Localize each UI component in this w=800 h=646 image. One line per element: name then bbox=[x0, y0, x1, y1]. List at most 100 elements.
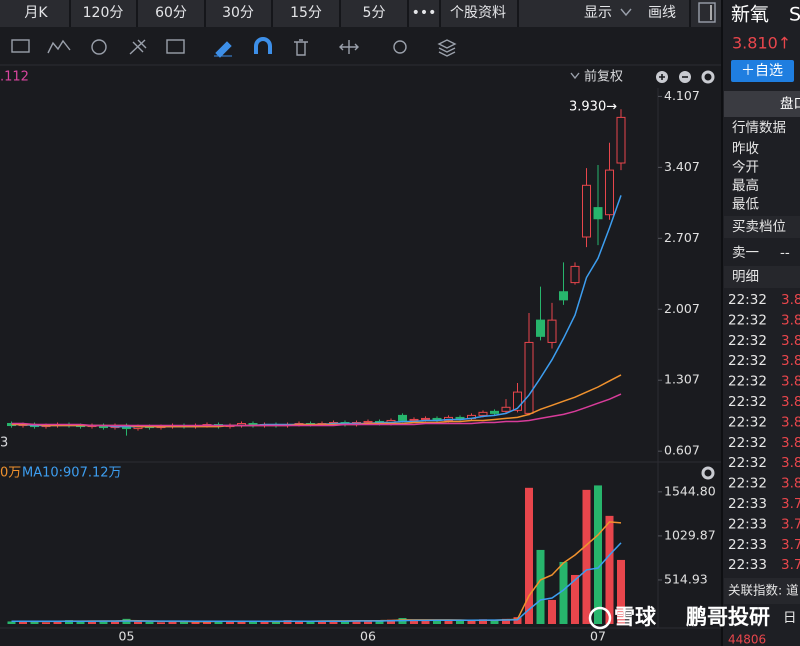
adjust-button[interactable]: 前复权 bbox=[584, 69, 623, 85]
detail-time: 22:32 bbox=[728, 353, 767, 369]
ask-label: 卖一 bbox=[732, 245, 759, 261]
x-tick-label: 06 bbox=[360, 629, 376, 644]
volume-bar bbox=[387, 619, 395, 624]
chart-settings[interactable] bbox=[701, 70, 715, 84]
stock-name: 新氧 bbox=[731, 4, 769, 26]
ma-line bbox=[11, 393, 622, 427]
detail-time: 22:33 bbox=[728, 496, 767, 512]
tool-icon[interactable] bbox=[129, 39, 147, 55]
detail-price: 3.7 bbox=[781, 537, 800, 553]
dropdown-arrow bbox=[570, 72, 580, 80]
tool-icon[interactable] bbox=[339, 40, 359, 54]
tool-icon[interactable] bbox=[11, 39, 30, 53]
tool-icon[interactable] bbox=[91, 39, 107, 55]
profile-button[interactable]: 个股资料 bbox=[450, 5, 506, 21]
volume-bar bbox=[76, 621, 85, 624]
volume-ma5-legend: 0万 bbox=[0, 466, 21, 481]
volume-bar bbox=[571, 574, 579, 624]
volume-bar bbox=[30, 620, 39, 624]
candle-body bbox=[605, 169, 614, 216]
watch-button[interactable] bbox=[731, 60, 794, 82]
low-annotation: 3 bbox=[0, 436, 8, 451]
candle-body bbox=[570, 265, 580, 284]
high-annotation: 3.930→ bbox=[569, 100, 617, 115]
tool-row bbox=[11, 37, 457, 58]
quote-label: 昨收 bbox=[732, 141, 760, 157]
detail-price: 3.7 bbox=[781, 516, 800, 532]
volume-bar bbox=[582, 489, 591, 624]
detail-price: 3.8 bbox=[781, 435, 800, 451]
more-button[interactable]: ••• bbox=[412, 5, 437, 21]
section-title: 行情数据 bbox=[732, 120, 786, 136]
tool-icon[interactable] bbox=[47, 39, 71, 54]
volume-bar bbox=[134, 621, 142, 624]
ma-line bbox=[11, 542, 622, 623]
volume-bar bbox=[329, 621, 338, 624]
magnet-tool[interactable] bbox=[254, 37, 272, 54]
stock-code: S bbox=[789, 4, 800, 26]
display-button[interactable]: 显示 bbox=[584, 5, 612, 21]
volume-bar bbox=[19, 621, 27, 624]
candle-body bbox=[559, 291, 568, 301]
period-tab[interactable]: 60分 bbox=[155, 5, 187, 21]
volume-settings[interactable] bbox=[701, 466, 715, 480]
panel-tab[interactable]: 盘口 bbox=[780, 95, 800, 112]
tool-icon[interactable] bbox=[166, 39, 185, 54]
y-tick-label: 2.707 bbox=[664, 230, 700, 245]
volume-bar bbox=[605, 515, 614, 624]
volume-bar bbox=[53, 621, 62, 624]
volume-bar bbox=[88, 621, 96, 624]
quote-label: 最高 bbox=[732, 177, 759, 194]
delete-tool[interactable] bbox=[294, 39, 308, 56]
detail-price: 3.8 bbox=[781, 333, 800, 349]
volume-bar bbox=[375, 621, 384, 624]
period-bar bbox=[0, 0, 722, 27]
period-tab[interactable]: 5分 bbox=[363, 5, 386, 21]
layers-tool[interactable] bbox=[437, 39, 457, 57]
y-tick-label: 2.007 bbox=[664, 301, 700, 316]
candle-body bbox=[501, 406, 511, 412]
section-title: 明细 bbox=[732, 269, 759, 285]
period-tab[interactable]: 15分 bbox=[290, 5, 322, 21]
pen-tool[interactable] bbox=[214, 41, 232, 58]
x-tick-label: 05 bbox=[119, 629, 135, 644]
settings-tool[interactable] bbox=[393, 40, 407, 54]
candle-body bbox=[490, 410, 499, 414]
volume-bar bbox=[617, 559, 625, 624]
detail-time: 22:33 bbox=[728, 516, 767, 532]
volume-bar bbox=[214, 620, 223, 624]
period-tab[interactable]: 120分 bbox=[83, 5, 124, 21]
volume-bar bbox=[226, 621, 234, 624]
detail-time: 22:33 bbox=[728, 537, 767, 553]
layout-button[interactable] bbox=[698, 2, 716, 23]
x-tick-label: 07 bbox=[590, 629, 606, 644]
volume-bar bbox=[295, 621, 303, 624]
period-tab[interactable]: 月K bbox=[24, 5, 48, 21]
candle-body bbox=[363, 420, 373, 423]
period-tab[interactable]: 30分 bbox=[222, 5, 254, 21]
candle-body bbox=[536, 319, 545, 337]
index-value: 44806 bbox=[728, 633, 766, 646]
volume-bar bbox=[456, 620, 464, 624]
detail-time: 22:32 bbox=[728, 312, 767, 328]
section-bar bbox=[724, 266, 800, 288]
y-tick-label: 514.93 bbox=[664, 571, 708, 586]
detail-time: 22:32 bbox=[728, 394, 767, 410]
detail-price: 3.8 bbox=[781, 312, 800, 328]
detail-time: 22:32 bbox=[728, 455, 767, 471]
volume-bar bbox=[525, 487, 533, 624]
detail-time: 22:32 bbox=[728, 333, 767, 349]
detail-time: 22:32 bbox=[728, 292, 767, 308]
draw-button[interactable]: 画线 bbox=[648, 5, 676, 21]
candle-body bbox=[398, 414, 407, 421]
detail-price: 3.8 bbox=[781, 455, 800, 471]
volume-bar bbox=[318, 620, 326, 624]
detail-price: 3.8 bbox=[781, 414, 800, 430]
volume-bar bbox=[191, 621, 200, 624]
candle-body bbox=[421, 417, 430, 420]
detail-price: 3.8 bbox=[781, 292, 800, 308]
index-label: 关联指数: 道 bbox=[728, 583, 799, 598]
y-tick-label: 3.407 bbox=[664, 159, 700, 174]
candle-body bbox=[582, 184, 591, 238]
volume-bar bbox=[283, 620, 292, 624]
